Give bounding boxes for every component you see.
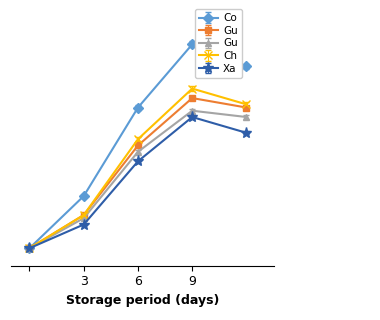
X-axis label: Storage period (days): Storage period (days)	[66, 294, 219, 307]
Legend: Co, Gu, Gu, Ch, Xa: Co, Gu, Gu, Ch, Xa	[195, 9, 242, 78]
